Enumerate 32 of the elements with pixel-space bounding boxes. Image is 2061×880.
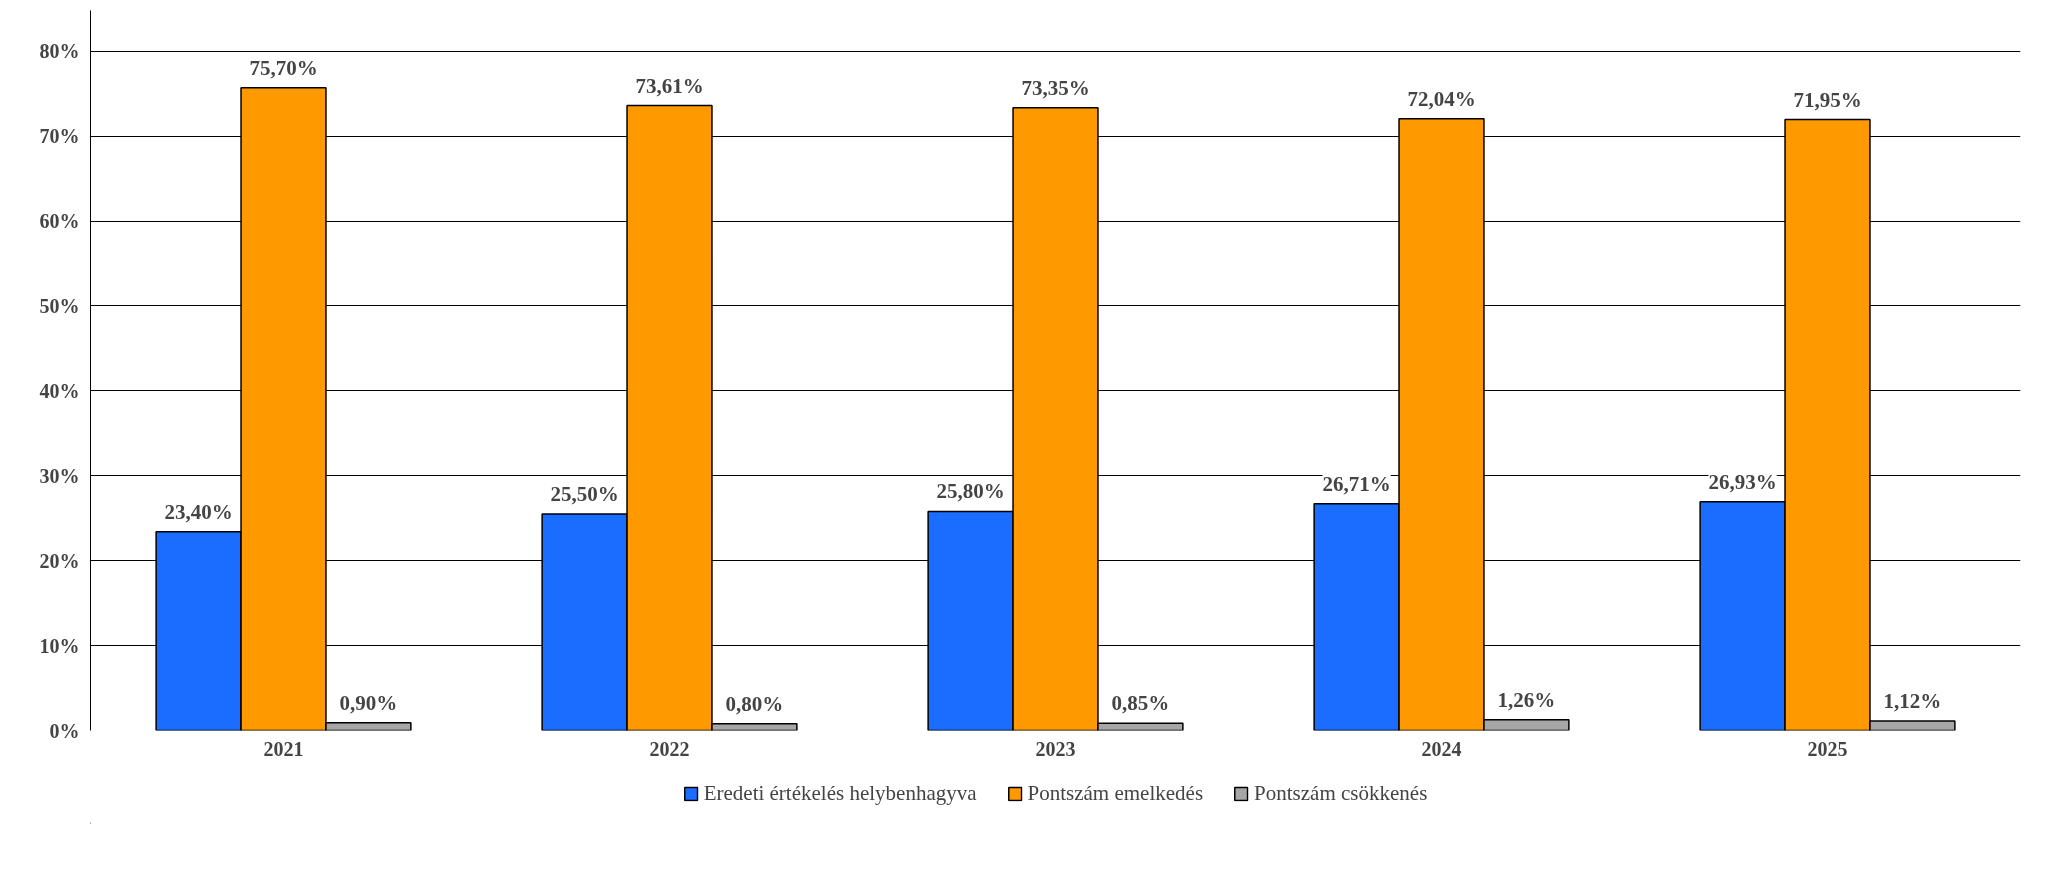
legend-label: Pontszám csökkenés <box>1254 780 1428 806</box>
data-label: 26,93% <box>1708 469 1777 494</box>
data-label: 26,71% <box>1322 471 1391 496</box>
data-label: 1,12% <box>1883 688 1942 713</box>
data-label: 73,61% <box>635 73 704 98</box>
data-label: 25,80% <box>936 479 1005 504</box>
legend-label: Pontszám emelkedés <box>1027 780 1204 806</box>
data-label: 71,95% <box>1793 87 1862 112</box>
x-tick-label: 2022 <box>649 737 690 760</box>
legend-label: Eredeti értékelés helybenhagyva <box>703 780 977 806</box>
x-tick-label: 2024 <box>1421 737 1462 760</box>
y-tick-label: 30% <box>39 464 80 487</box>
x-tick-label: 2023 <box>1035 737 1076 760</box>
x-tick-label: 2021 <box>263 737 304 760</box>
data-label: 0,90% <box>339 690 398 715</box>
y-tick-label: 10% <box>39 634 80 657</box>
y-tick-label: 0% <box>49 719 80 742</box>
y-tick-label: 40% <box>39 379 80 402</box>
data-label: 25,50% <box>550 481 619 506</box>
y-tick-label: 70% <box>39 125 80 148</box>
data-label: 23,40% <box>164 499 233 524</box>
data-label: 72,04% <box>1407 86 1476 111</box>
x-tick-label: 2025 <box>1807 737 1848 760</box>
y-tick-label: 60% <box>39 210 80 233</box>
y-tick-label: 20% <box>39 549 80 572</box>
data-label: 73,35% <box>1021 75 1090 100</box>
data-label: 1,26% <box>1497 687 1556 712</box>
y-tick-label: 50% <box>39 294 80 317</box>
data-label: 0,85% <box>1111 691 1170 716</box>
data-label: 0,80% <box>725 691 784 716</box>
y-tick-label: 80% <box>39 40 80 63</box>
data-label: 75,70% <box>249 55 318 80</box>
